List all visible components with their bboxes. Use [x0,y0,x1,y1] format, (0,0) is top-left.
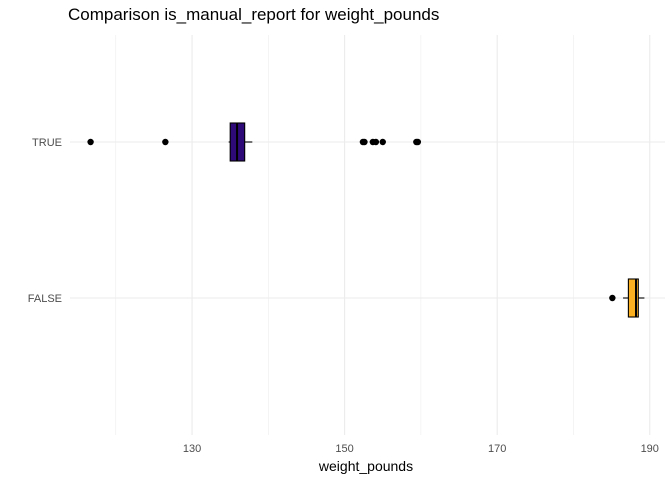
outlier-point [609,294,616,302]
grid [70,35,665,435]
outlier-point [162,138,169,146]
outlier-point [414,138,422,146]
y-tick-label: FALSE [28,293,62,305]
box-iqr [627,278,639,318]
x-tick-label: 190 [641,443,659,455]
outlier-point [361,138,368,146]
outlier-point [87,138,94,146]
x-tick-label: 170 [488,443,506,455]
x-axis-title: weight_pounds [318,458,413,474]
y-tick-labels: TRUE FALSE [28,137,62,305]
chart-title: Comparison is_manual_report for weight_p… [68,5,439,24]
x-tick-label: 130 [183,443,201,455]
outlier-point [379,138,386,146]
box-layer [87,122,645,318]
x-tick-label: 150 [335,443,353,455]
x-tick-labels: 130 150 170 190 [183,443,659,455]
y-tick-label: TRUE [32,137,62,149]
outlier-point [372,138,380,146]
